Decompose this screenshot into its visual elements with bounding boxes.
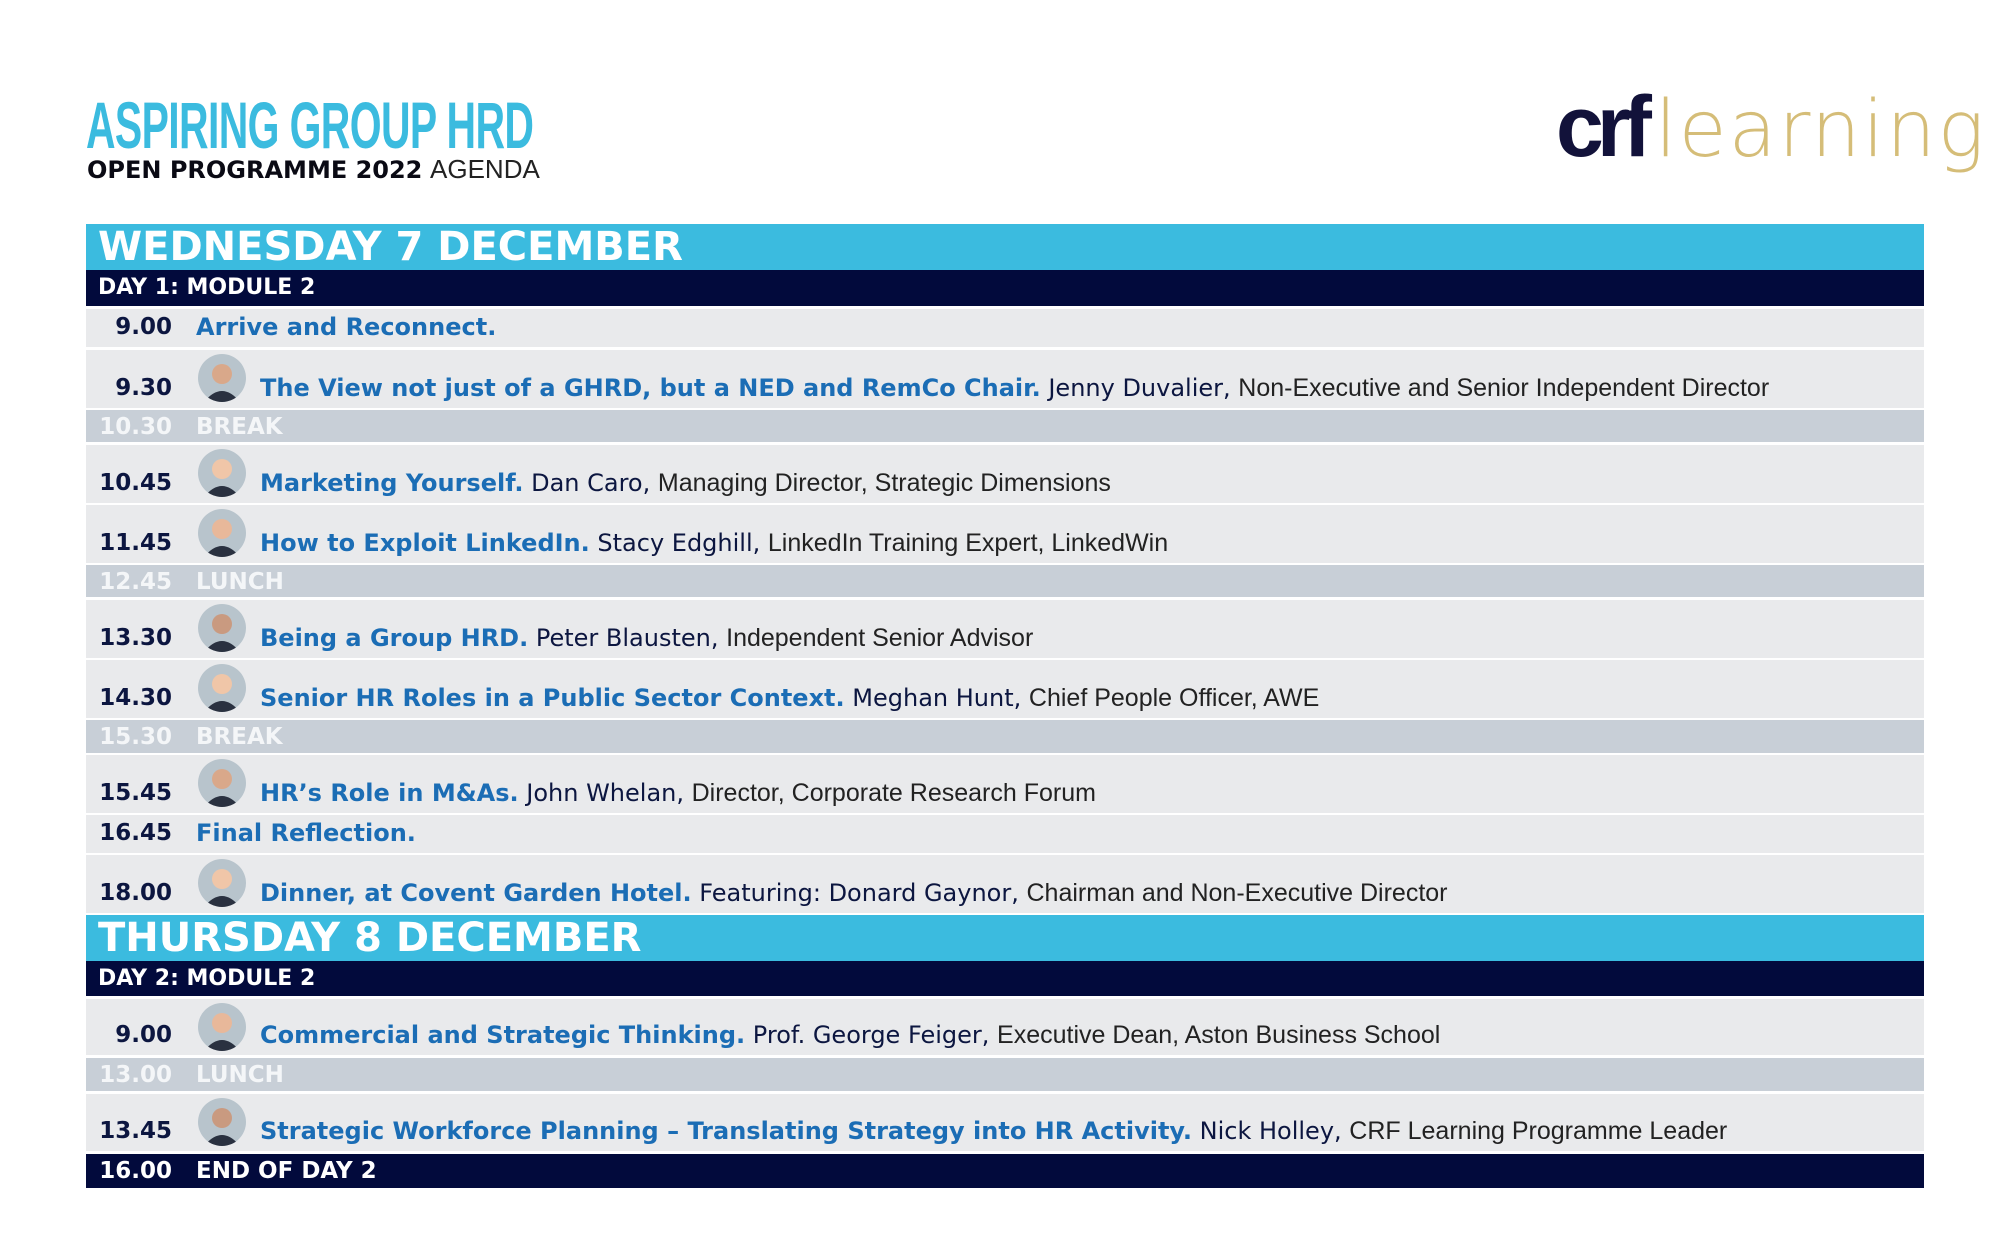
break-label: LUNCH: [196, 1062, 284, 1088]
logo-learning: learning: [1654, 85, 1987, 175]
module-heading: DAY 1: MODULE 2: [86, 270, 1924, 306]
photo-nick-holley: [198, 1098, 246, 1146]
session-title: How to Exploit LinkedIn.: [260, 529, 590, 557]
session-time: 14.30: [99, 685, 172, 711]
agenda-session-row: 10.45 Marketing Yourself. Dan Caro, Manag…: [86, 445, 1924, 503]
session-time: 13.30: [99, 625, 172, 651]
speaker-role: Non-Executive and Senior Independent Dir…: [1238, 374, 1770, 402]
session-time: 16.45: [99, 820, 172, 846]
programme-title: ASPIRING GROUP HRD: [86, 88, 534, 162]
agenda-session-row: 16.45 Final Reflection.: [86, 815, 1924, 853]
session-text: Commercial and Strategic Thinking. Prof.…: [260, 1021, 1441, 1049]
programme-subtitle: OPEN PROGRAMME 2022 AGENDA: [87, 154, 540, 185]
agenda-session-row: 13.45 Strategic Workforce Planning – Tran…: [86, 1094, 1924, 1151]
agenda-session-row: 13.30 Being a Group HRD. Peter Blausten, …: [86, 600, 1924, 658]
session-time: 18.00: [99, 880, 172, 906]
session-time: 16.00: [99, 1158, 172, 1184]
photo-john-whelan: [198, 759, 246, 807]
logo-crf: crf: [1556, 79, 1652, 175]
break-row: 12.45 LUNCH: [86, 565, 1924, 597]
photo-peter-blausten: [198, 604, 246, 652]
session-time: 9.00: [115, 314, 172, 340]
agenda-session-row: 9.00 Arrive and Reconnect.: [86, 309, 1924, 347]
speaker-role: Managing Director, Strategic Dimensions: [657, 469, 1111, 497]
session-time: 9.00: [115, 1022, 172, 1048]
subtitle-light: AGENDA: [430, 154, 540, 184]
break-label: BREAK: [196, 414, 283, 440]
module-heading: DAY 2: MODULE 2: [86, 961, 1924, 996]
session-text: How to Exploit LinkedIn. Stacy Edghill, …: [260, 529, 1169, 557]
session-title: Being a Group HRD.: [260, 624, 529, 652]
session-text: The View not just of a GHRD, but a NED a…: [260, 374, 1770, 402]
speaker-role: Chairman and Non-Executive Director: [1026, 879, 1448, 907]
photo-jenny-duvalier: [198, 354, 246, 402]
break-label: LUNCH: [196, 569, 284, 595]
session-time: 13.00: [99, 1062, 172, 1088]
photo-meghan-hunt: [198, 664, 246, 712]
speaker-role: CRF Learning Programme Leader: [1349, 1117, 1728, 1145]
day-heading: THURSDAY 8 DECEMBER: [86, 915, 1924, 961]
session-time: 9.30: [115, 375, 172, 401]
speaker-name: Dan Caro: [531, 469, 643, 497]
session-time: 15.45: [99, 780, 172, 806]
session-text: Strategic Workforce Planning – Translati…: [260, 1117, 1728, 1145]
session-title: Strategic Workforce Planning – Translati…: [260, 1117, 1192, 1145]
speaker-role: LinkedIn Training Expert, LinkedWin: [767, 529, 1169, 557]
speaker-name: Donard Gaynor: [828, 879, 1012, 907]
subtitle-bold: OPEN PROGRAMME 2022: [87, 156, 423, 184]
speaker-name: Meghan Hunt: [852, 684, 1014, 712]
break-row: 15.30 BREAK: [86, 720, 1924, 753]
agenda-session-row: 18.00 Dinner, at Covent Garden Hotel. Fea…: [86, 855, 1924, 913]
agenda-session-row: 11.45 How to Exploit LinkedIn. Stacy Edgh…: [86, 505, 1924, 563]
session-title: HR’s Role in M&As.: [260, 779, 519, 807]
speaker-role: Independent Senior Advisor: [726, 624, 1034, 652]
session-time: 13.45: [99, 1118, 172, 1144]
end-of-day-row: 16.00 END OF DAY 2: [86, 1154, 1924, 1188]
session-title: Senior HR Roles in a Public Sector Conte…: [260, 684, 845, 712]
speaker-role: Executive Dean, Aston Business School: [997, 1021, 1441, 1049]
session-text: Senior HR Roles in a Public Sector Conte…: [260, 684, 1320, 712]
agenda-session-row: 14.30 Senior HR Roles in a Public Sector …: [86, 660, 1924, 718]
session-title: Final Reflection.: [196, 819, 416, 847]
speaker-role: Director, Corporate Research Forum: [691, 779, 1096, 807]
speaker-name: Nick Holley: [1199, 1117, 1335, 1145]
session-text: Dinner, at Covent Garden Hotel. Featurin…: [260, 879, 1448, 907]
agenda-session-row: 15.45 HR’s Role in M&As. John Whelan, Dir…: [86, 755, 1924, 813]
session-title: Commercial and Strategic Thinking.: [260, 1021, 746, 1049]
photo-stacy-edghill: [198, 509, 246, 557]
speaker-prefix: Featuring:: [699, 879, 829, 907]
session-text: Arrive and Reconnect.: [196, 313, 496, 341]
session-time: 11.45: [99, 530, 172, 556]
photo-donard-gaynor: [198, 859, 246, 907]
session-time: 10.45: [99, 470, 172, 496]
agenda-session-row: 9.00 Commercial and Strategic Thinking. P…: [86, 999, 1924, 1055]
session-title: Marketing Yourself.: [260, 469, 524, 497]
photo-dan-caro: [198, 449, 246, 497]
session-title: The View not just of a GHRD, but a NED a…: [260, 374, 1041, 402]
break-row: 10.30 BREAK: [86, 410, 1924, 442]
break-label: BREAK: [196, 724, 283, 750]
break-row: 13.00 LUNCH: [86, 1058, 1924, 1091]
session-time: 10.30: [99, 414, 172, 440]
speaker-name: John Whelan: [526, 779, 677, 807]
session-title: Arrive and Reconnect.: [196, 313, 497, 341]
session-text: Being a Group HRD. Peter Blausten, Indep…: [260, 624, 1034, 652]
crf-learning-logo: crf learning: [1556, 84, 1986, 170]
session-text: HR’s Role in M&As. John Whelan, Director…: [260, 779, 1096, 807]
day-heading: WEDNESDAY 7 DECEMBER: [86, 224, 1924, 270]
agenda-session-row: 9.30 The View not just of a GHRD, but a N…: [86, 350, 1924, 408]
session-text: Marketing Yourself. Dan Caro, Managing D…: [260, 469, 1111, 497]
session-time: 12.45: [99, 569, 172, 595]
session-time: 15.30: [99, 724, 172, 750]
session-text: Final Reflection.: [196, 819, 416, 847]
speaker-name: Stacy Edghill: [597, 529, 753, 557]
session-title: Dinner, at Covent Garden Hotel.: [260, 879, 692, 907]
break-label: END OF DAY 2: [196, 1158, 377, 1184]
speaker-name: Peter Blausten: [535, 624, 711, 652]
speaker-name: Prof. George Feiger: [752, 1021, 982, 1049]
speaker-name: Jenny Duvalier: [1048, 374, 1224, 402]
photo-george-feiger: [198, 1003, 246, 1051]
speaker-role: Chief People Officer, AWE: [1028, 684, 1320, 712]
